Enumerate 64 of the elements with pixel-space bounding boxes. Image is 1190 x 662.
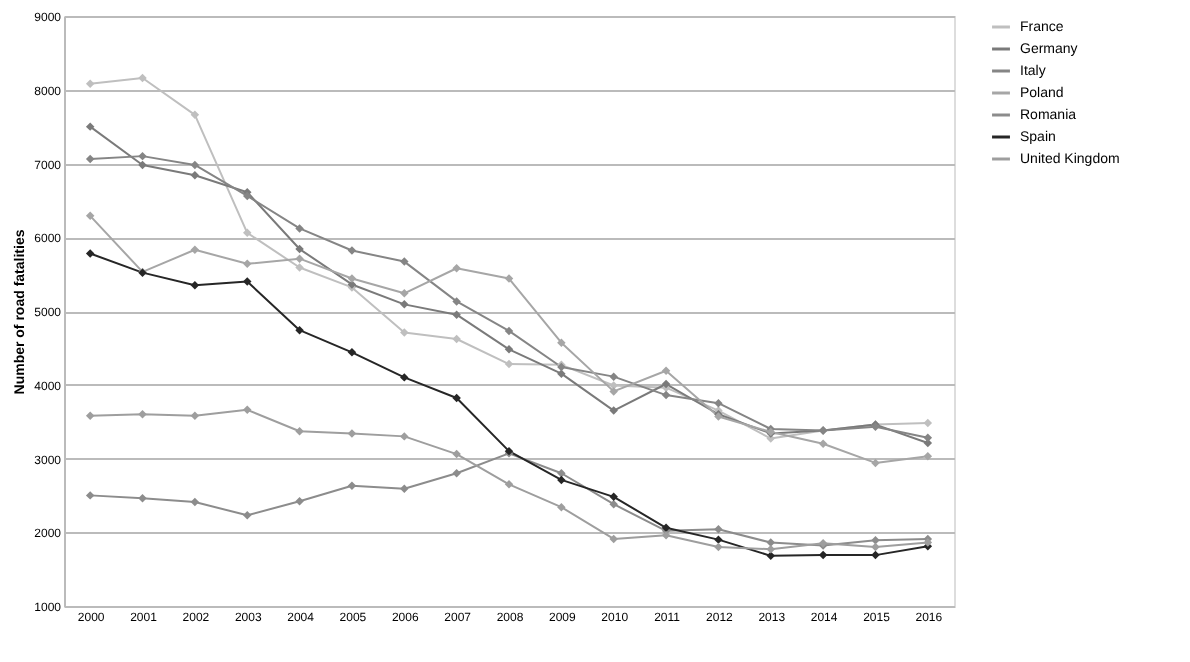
point bbox=[242, 405, 252, 415]
point bbox=[85, 154, 95, 164]
point bbox=[766, 538, 776, 547]
point bbox=[923, 418, 933, 428]
point bbox=[400, 373, 409, 382]
point bbox=[138, 494, 147, 503]
point bbox=[557, 475, 566, 485]
point bbox=[871, 536, 880, 545]
point bbox=[452, 310, 461, 319]
point bbox=[400, 300, 409, 309]
point bbox=[242, 228, 252, 238]
point bbox=[609, 492, 618, 502]
point bbox=[661, 390, 671, 400]
point bbox=[452, 297, 461, 306]
point bbox=[190, 160, 200, 170]
point bbox=[400, 289, 409, 298]
point bbox=[295, 224, 304, 233]
point bbox=[190, 245, 200, 255]
point bbox=[609, 372, 618, 381]
point bbox=[400, 328, 409, 337]
point bbox=[347, 481, 357, 491]
point bbox=[661, 366, 671, 375]
point bbox=[609, 499, 618, 509]
point bbox=[452, 263, 461, 273]
point bbox=[818, 439, 828, 448]
point bbox=[190, 110, 200, 120]
point bbox=[85, 411, 95, 420]
point bbox=[452, 469, 461, 478]
point bbox=[85, 122, 95, 131]
point bbox=[714, 398, 723, 408]
point bbox=[295, 497, 304, 506]
point bbox=[190, 411, 200, 420]
point bbox=[85, 79, 95, 89]
point bbox=[295, 254, 304, 263]
point bbox=[923, 452, 933, 461]
point bbox=[766, 544, 776, 554]
point bbox=[400, 484, 409, 493]
point bbox=[557, 469, 566, 478]
point bbox=[85, 491, 95, 500]
point bbox=[923, 433, 933, 443]
point bbox=[504, 326, 514, 336]
point bbox=[557, 502, 566, 512]
point bbox=[242, 259, 252, 269]
point bbox=[400, 257, 409, 266]
point bbox=[190, 497, 200, 507]
point bbox=[661, 530, 671, 540]
point bbox=[400, 432, 409, 441]
point bbox=[295, 426, 304, 436]
point bbox=[190, 280, 200, 290]
point bbox=[714, 525, 723, 534]
point bbox=[295, 263, 304, 272]
point bbox=[557, 369, 566, 378]
point bbox=[190, 171, 200, 180]
point bbox=[766, 551, 776, 561]
point bbox=[609, 406, 618, 415]
point bbox=[85, 211, 95, 221]
point bbox=[347, 348, 357, 357]
point bbox=[138, 410, 147, 419]
point bbox=[609, 387, 618, 396]
point bbox=[242, 511, 252, 520]
point bbox=[818, 550, 828, 560]
point bbox=[609, 534, 618, 544]
point bbox=[714, 535, 723, 544]
point bbox=[557, 338, 566, 347]
